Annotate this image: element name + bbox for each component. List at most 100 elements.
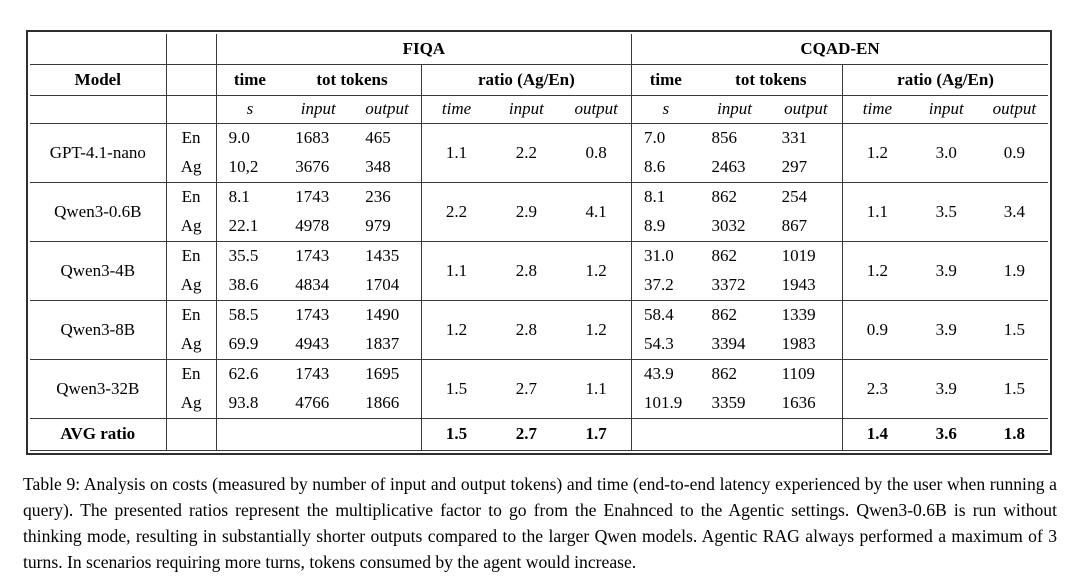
cqad-ratio-sub-input: input	[911, 95, 981, 124]
setting-label-en: En	[166, 241, 217, 271]
cqad-ag-s: 8.9	[631, 212, 700, 242]
fiqa-ratio-output: 0.8	[561, 123, 632, 183]
table-row: GPT-4.1-nano En 9.0 1683 465 1.1 2.2 0.8…	[30, 123, 1048, 183]
avg-fiqa-ratio-input: 2.7	[491, 418, 562, 451]
fiqa-ratio-sub-output: output	[561, 95, 632, 124]
spacer-cell	[30, 34, 167, 65]
fiqa-ag-input: 4943	[283, 330, 354, 360]
cqad-ag-output: 1636	[769, 389, 844, 419]
cqad-en-output: 1019	[769, 241, 844, 271]
fiqa-ratio-input: 2.7	[491, 359, 562, 419]
cqad-ag-s: 37.2	[631, 271, 700, 301]
dataset-header-cqad: CQAD-EN	[631, 34, 1048, 65]
cqad-ag-output: 867	[769, 212, 844, 242]
cqad-en-output: 331	[769, 123, 844, 153]
fiqa-ag-s: 93.8	[216, 389, 284, 419]
fiqa-ratio-input: 2.8	[491, 241, 562, 301]
cqad-ratio-output: 0.9	[980, 123, 1048, 183]
fiqa-en-s: 35.5	[228, 246, 259, 266]
cqad-en-s: 8.1	[643, 187, 666, 207]
table-row: Qwen3-4B En 35.5 1743 1435 1.1 2.8 1.2 3…	[30, 241, 1048, 301]
fiqa-time-header: time	[216, 64, 284, 96]
cqad-ag-input: 3032	[699, 212, 770, 242]
group-header-row: Model time tot tokens ratio (Ag/En) time…	[30, 64, 1048, 96]
avg-ratio-label: AVG ratio	[30, 418, 167, 451]
fiqa-ag-output: 1837	[353, 330, 422, 360]
fiqa-en-output: 465	[353, 123, 422, 153]
cqad-en-input: 862	[711, 364, 738, 384]
model-name: GPT-4.1-nano	[30, 123, 167, 183]
avg-cqad-ratio-input: 3.6	[911, 418, 981, 451]
fiqa-ag-s: 22.1	[216, 212, 284, 242]
fiqa-en-input: 1743	[295, 246, 330, 266]
fiqa-ratio-time: 1.5	[421, 359, 492, 419]
fiqa-ratio-time: 2.2	[421, 182, 492, 242]
fiqa-ratio-time: 1.1	[421, 123, 492, 183]
fiqa-ag-output: 348	[353, 153, 422, 183]
table-row: Ag 10,2 3676 348 8.6 2463 297	[30, 153, 1048, 183]
avg-fiqa-ratio-output: 1.7	[561, 418, 632, 451]
setting-label-ag: Ag	[166, 271, 217, 301]
avg-cqad-ratio-output: 1.8	[980, 418, 1048, 451]
cqad-ratio-time: 2.3	[842, 359, 912, 419]
model-name: Qwen3-0.6B	[30, 182, 167, 242]
spacer-cell	[30, 95, 167, 124]
cqad-en-output: 1109	[769, 359, 844, 389]
cqad-ratio-output: 3.4	[980, 182, 1048, 242]
cqad-en-output: 1339	[769, 300, 844, 330]
fiqa-en-input: 1743	[295, 187, 330, 207]
results-table-frame: FIQA CQAD-EN Model time tot tokens ratio…	[26, 30, 1052, 455]
cqad-sub-input: input	[699, 95, 770, 124]
fiqa-ag-output: 1704	[353, 271, 422, 301]
fiqa-sub-output: output	[353, 95, 422, 124]
cqad-ag-s: 101.9	[631, 389, 700, 419]
fiqa-sub-s: s	[216, 95, 284, 124]
model-name: Qwen3-8B	[30, 300, 167, 360]
cqad-ratio-time: 1.1	[842, 182, 912, 242]
fiqa-ratio-sub-input: input	[491, 95, 562, 124]
cqad-ag-output: 1943	[769, 271, 844, 301]
cqad-ag-output: 1983	[769, 330, 844, 360]
avg-cqad-ratio-time: 1.4	[842, 418, 912, 451]
fiqa-ag-input: 3676	[283, 153, 354, 183]
cqad-ratio-time: 0.9	[842, 300, 912, 360]
cqad-ratio-sub-output: output	[980, 95, 1048, 124]
fiqa-ratio-sub-time: time	[421, 95, 492, 124]
fiqa-ratio-header: ratio (Ag/En)	[421, 64, 632, 96]
fiqa-en-s: 8.1	[228, 187, 250, 207]
fiqa-en-output: 1435	[353, 241, 422, 271]
fiqa-ratio-input: 2.8	[491, 300, 562, 360]
setting-label-ag: Ag	[166, 212, 217, 242]
avg-ratio-row: AVG ratio 1.5 2.7 1.7 1.4 3.6 1.8	[30, 418, 1048, 451]
fiqa-en-s: 58.5	[228, 305, 259, 325]
fiqa-ag-input: 4978	[283, 212, 354, 242]
spacer-cell	[631, 418, 844, 451]
cqad-tokens-header: tot tokens	[699, 64, 844, 96]
setting-label-ag: Ag	[166, 330, 217, 360]
fiqa-ag-input: 4766	[283, 389, 354, 419]
fiqa-en-output: 236	[353, 182, 422, 212]
cqad-ratio-header: ratio (Ag/En)	[842, 64, 1048, 96]
spacer-cell	[166, 34, 217, 65]
fiqa-ratio-output: 1.2	[561, 300, 632, 360]
fiqa-ag-input: 4834	[283, 271, 354, 301]
fiqa-ag-s: 69.9	[216, 330, 284, 360]
cqad-ratio-time: 1.2	[842, 123, 912, 183]
cqad-ratio-output: 1.5	[980, 359, 1048, 419]
cqad-ag-input: 2463	[699, 153, 770, 183]
cqad-ratio-input: 3.9	[911, 359, 981, 419]
table-row: Qwen3-32B En 62.6 1743 1695 1.5 2.7 1.1 …	[30, 359, 1048, 419]
spacer-cell	[166, 418, 217, 451]
model-name: Qwen3-4B	[30, 241, 167, 301]
table-row: Ag 93.8 4766 1866 101.9 3359 1636	[30, 389, 1048, 419]
spacer-cell	[166, 95, 217, 124]
cqad-sub-s: s	[631, 95, 700, 124]
cqad-sub-output: output	[769, 95, 844, 124]
cqad-en-s: 31.0	[643, 246, 674, 266]
table-caption: Table 9: Analysis on costs (measured by …	[23, 474, 1057, 572]
setting-label-en: En	[166, 123, 217, 153]
cqad-en-output: 254	[769, 182, 844, 212]
table-row: Ag 22.1 4978 979 8.9 3032 867	[30, 212, 1048, 242]
cqad-ag-input: 3372	[699, 271, 770, 301]
